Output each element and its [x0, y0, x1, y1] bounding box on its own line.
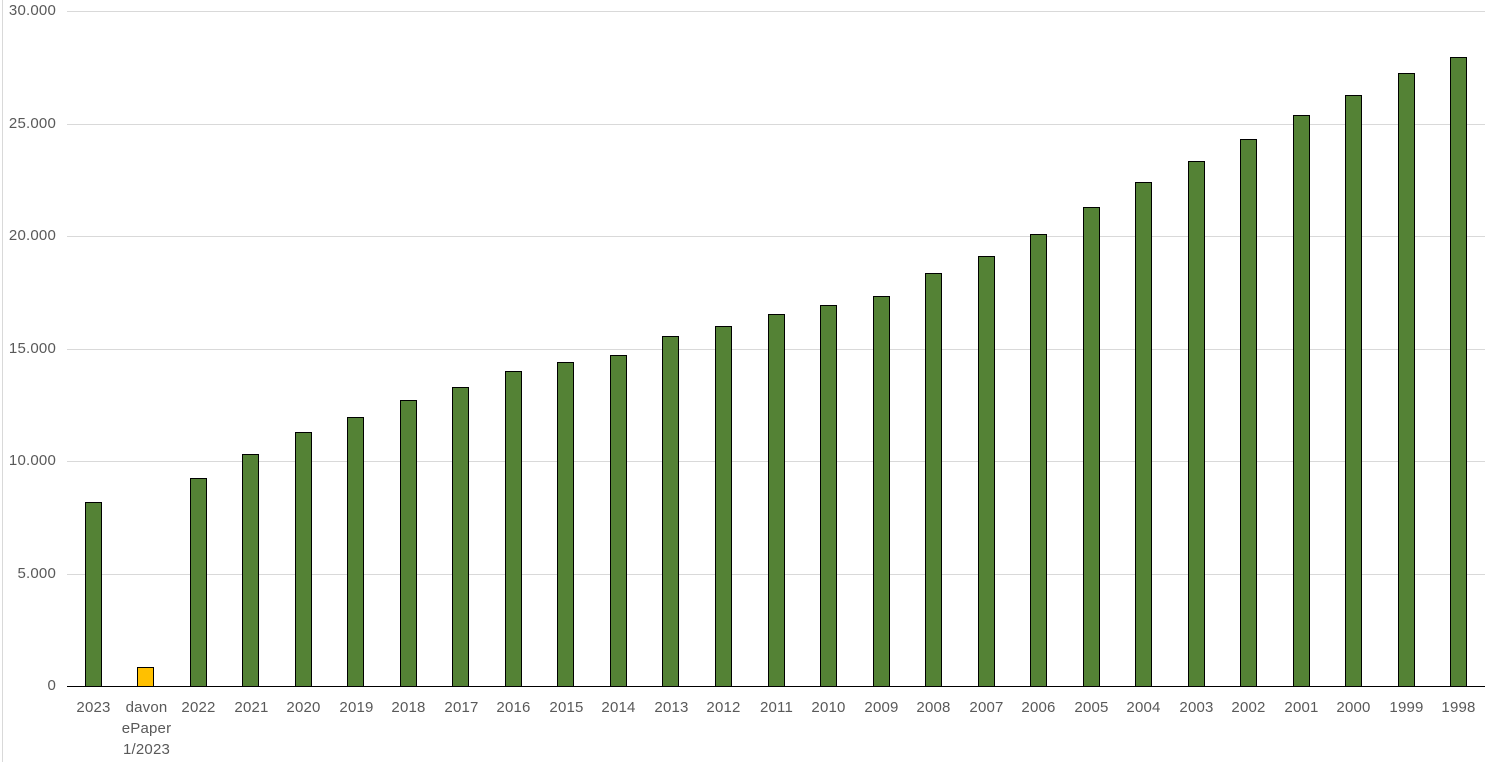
- x-axis-category-label-2011: 2011: [759, 699, 794, 716]
- x-axis-category-label-2014: 2014: [601, 699, 636, 716]
- x-axis-category-label-2018: 2018: [391, 699, 426, 716]
- x-axis-category-label-2002: 2002: [1231, 699, 1266, 716]
- chart-left-border: [2, 0, 3, 762]
- bar-2012: [715, 326, 732, 686]
- x-axis-category-label-2009: 2009: [864, 699, 899, 716]
- bar-1998: [1450, 57, 1467, 686]
- x-axis-category-label-2012: 2012: [706, 699, 741, 716]
- gridline-20000: [67, 236, 1485, 237]
- bar-2011: [768, 314, 785, 686]
- x-axis-category-label-2003: 2003: [1179, 699, 1214, 716]
- y-axis-tick-label-5000: 5.000: [17, 565, 56, 582]
- x-axis-category-label-2013: 2013: [654, 699, 689, 716]
- bar-2015: [557, 362, 574, 686]
- x-axis-category-label-2016: 2016: [496, 699, 531, 716]
- gridline-25000: [67, 124, 1485, 125]
- bar-2013: [662, 336, 679, 686]
- bar-2007: [978, 256, 995, 686]
- bar-1999: [1398, 73, 1415, 686]
- bar-2005: [1083, 207, 1100, 686]
- x-axis-category-label-2022: 2022: [181, 699, 216, 716]
- x-axis-category-label-davon-epaper-1-2023: davon ePaper 1/2023: [121, 699, 172, 758]
- x-axis-category-label-2015: 2015: [549, 699, 584, 716]
- x-axis-category-label-2010: 2010: [811, 699, 846, 716]
- bar-2016: [505, 371, 522, 686]
- bar-davon-epaper-1-2023: [137, 667, 154, 686]
- x-axis-category-label-2006: 2006: [1021, 699, 1056, 716]
- bar-2000: [1345, 95, 1362, 686]
- bar-2003: [1188, 161, 1205, 686]
- y-axis-tick-label-15000: 15.000: [8, 340, 56, 357]
- bar-2002: [1240, 139, 1257, 686]
- bar-2010: [820, 305, 837, 686]
- x-axis-category-label-2008: 2008: [916, 699, 951, 716]
- x-axis-line: [67, 686, 1485, 687]
- x-axis-category-label-2001: 2001: [1284, 699, 1319, 716]
- y-axis-tick-label-20000: 20.000: [8, 227, 56, 244]
- bar-2019: [347, 417, 364, 686]
- bar-2018: [400, 400, 417, 686]
- y-axis-tick-label-30000: 30.000: [8, 2, 56, 19]
- bar-2014: [610, 355, 627, 686]
- bar-2021: [242, 454, 259, 686]
- x-axis-category-label-2005: 2005: [1074, 699, 1109, 716]
- bar-2008: [925, 273, 942, 686]
- bar-2006: [1030, 234, 1047, 686]
- bar-2001: [1293, 115, 1310, 687]
- y-axis-tick-label-10000: 10.000: [8, 452, 56, 469]
- x-axis-category-label-2020: 2020: [286, 699, 321, 716]
- x-axis-category-label-2017: 2017: [444, 699, 479, 716]
- bar-2023: [85, 502, 102, 687]
- x-axis-category-label-2021: 2021: [234, 699, 269, 716]
- bar-2009: [873, 296, 890, 686]
- y-axis-tick-label-25000: 25.000: [8, 115, 56, 132]
- bar-2017: [452, 387, 469, 686]
- x-axis-category-label-2023: 2023: [76, 699, 111, 716]
- gridline-30000: [67, 11, 1485, 12]
- y-axis-tick-label-0: 0: [47, 677, 56, 694]
- bar-2020: [295, 432, 312, 686]
- bar-2022: [190, 478, 207, 686]
- bar-2004: [1135, 182, 1152, 686]
- x-axis-category-label-2000: 2000: [1336, 699, 1371, 716]
- x-axis-category-label-2007: 2007: [969, 699, 1004, 716]
- x-axis-category-label-2019: 2019: [339, 699, 374, 716]
- x-axis-category-label-1998: 1998: [1441, 699, 1476, 716]
- x-axis-category-label-1999: 1999: [1389, 699, 1424, 716]
- x-axis-category-label-2004: 2004: [1126, 699, 1161, 716]
